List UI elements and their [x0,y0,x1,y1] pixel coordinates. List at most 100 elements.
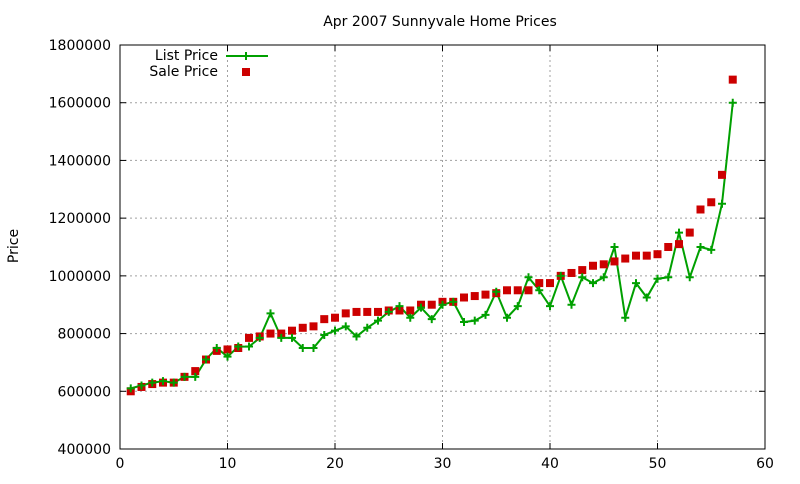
legend-marker-sale-price [242,68,250,76]
list-price-marker [578,273,587,282]
list-price-marker [589,279,597,288]
sale-price-marker [718,170,726,179]
list-price-marker [610,243,619,251]
list-price-marker [341,322,350,331]
sale-price-marker [685,228,694,237]
sale-price-marker [277,329,286,338]
list-price-marker [718,199,726,208]
list-price-marker [266,309,275,318]
list-price-marker [288,333,296,342]
legend-label-sale-price: Sale Price [149,64,218,80]
sale-price-marker [352,307,361,316]
legend: List Price Sale Price [149,48,268,80]
sale-price-marker [621,254,630,263]
legend-marker-list-price [242,52,250,60]
list-price-marker [632,279,640,288]
list-price-marker [642,293,651,302]
list-price-marker [148,378,157,387]
y-tick-label: 400000 [58,442,111,458]
list-price-marker [621,313,630,322]
sale-price-marker [245,333,253,342]
sale-price-marker [427,300,436,309]
sale-price-marker [728,75,737,84]
sale-price-marker [599,260,608,269]
sale-price-marker [632,251,640,260]
list-price-marker [234,342,243,351]
list-price-marker [664,273,673,282]
list-price-marker [352,332,361,341]
x-tick-label: 60 [756,456,774,472]
list-price-marker [417,303,425,312]
list-price-marker [535,286,544,295]
sale-price-marker [707,198,716,207]
x-tick-label: 0 [116,456,125,472]
list-price-marker [159,377,167,386]
plot-frame [119,44,766,450]
y-tick-label: 800000 [58,327,111,343]
sale-price-marker [503,286,511,295]
x-tick-label: 10 [219,456,237,472]
list-price-marker [675,228,683,237]
y-tick-label: 1600000 [49,96,111,112]
legend-label-list-price: List Price [155,48,218,64]
sale-price-marker [664,243,673,251]
list-price-marker [470,316,479,325]
y-tick-label: 600000 [58,384,111,400]
y-tick-label: 1200000 [49,211,111,227]
sale-price-marker [395,306,404,315]
list-price-marker [449,297,458,306]
list-price-marker [599,273,608,282]
sale-price-marker [567,268,576,277]
list-price-marker [169,378,178,387]
list-price-marker [363,323,372,332]
sale-price-marker [266,329,275,338]
sale-price-marker [642,251,651,260]
x-tick-label: 20 [326,456,344,472]
x-tick-label: 40 [541,456,559,472]
sale-price-marker [288,326,296,335]
list-price-marker [374,316,382,325]
sale-price-marker [309,322,318,331]
y-tick-label: 1400000 [49,153,111,169]
list-price-marker [223,352,232,361]
chart-title: Apr 2007 Sunnyvale Home Prices [323,14,557,30]
list-price-marker [395,302,404,311]
sale-price-marker [524,286,533,295]
list-price-marker [245,342,253,351]
sale-price-marker [653,250,662,259]
axes: 0 10 20 30 40 50 60 400000 600000 800000 1000000 12… [49,38,774,472]
x-tick-label: 50 [649,456,667,472]
sale-price-marker [331,313,339,322]
sale-price-marker [223,345,232,354]
sale-price-marker [578,266,587,275]
list-price-marker [298,344,307,352]
list-price-marker [728,98,737,107]
list-price-marker [546,302,554,311]
series-layer [126,75,737,396]
list-price-marker [513,302,522,311]
list-price-marker [492,287,501,296]
list-price-marker [277,333,286,342]
list-price-marker [320,331,329,340]
list-price-marker [309,344,318,352]
sale-price-marker [535,279,544,288]
y-tick-label: 1000000 [49,269,111,285]
x-tick-label: 30 [434,456,452,472]
sale-price-marker [470,292,479,301]
list-price-marker [696,243,705,251]
list-price-marker [137,381,146,390]
sale-price-marker [589,261,597,270]
sale-price-marker [406,306,415,315]
sale-price-marker [341,309,350,318]
list-price-marker [406,313,415,322]
list-price-marker [481,310,490,319]
list-price-marker [384,307,393,316]
list-price-marker [653,274,662,283]
sale-price-marker [460,293,468,302]
list-price-line [130,102,734,390]
list-price-marker [438,300,447,309]
sale-price-marker [675,240,683,249]
grid [120,45,765,449]
sale-price-marker [481,290,490,299]
